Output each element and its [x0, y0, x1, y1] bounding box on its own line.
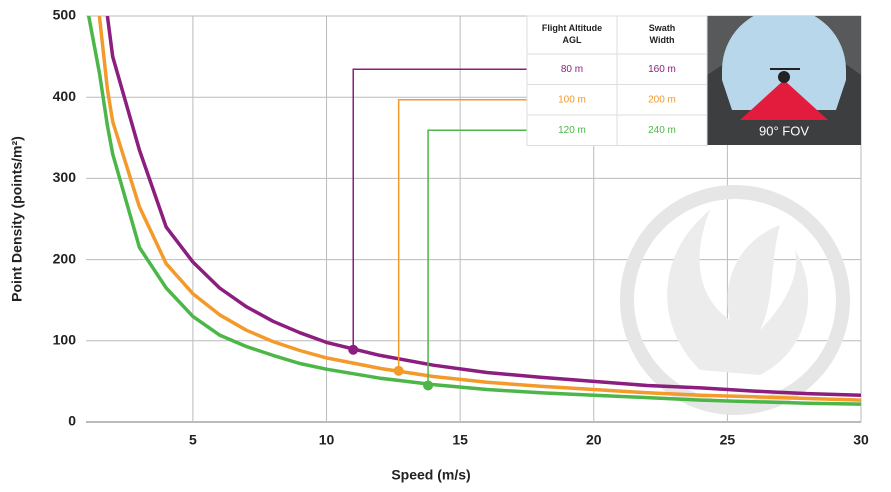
leader-line — [399, 100, 527, 371]
table-cell: 160 m — [648, 64, 676, 75]
y-tick-label: 0 — [68, 413, 76, 429]
marker — [394, 366, 404, 376]
x-tick-label: 20 — [586, 432, 602, 448]
page: {"chart_data": {"type": "line", "xlabel"… — [0, 0, 891, 492]
x-tick-label: 15 — [452, 432, 468, 448]
marker — [348, 345, 358, 355]
x-tick-label: 25 — [720, 432, 736, 448]
x-tick-label: 30 — [853, 432, 869, 448]
table-cell: 200 m — [648, 94, 676, 105]
fov-label: 90° FOV — [759, 123, 809, 138]
leader-line — [428, 130, 527, 385]
x-axis-label: Speed (m/s) — [391, 467, 470, 483]
y-tick-label: 200 — [53, 250, 77, 266]
x-tick-label: 5 — [189, 432, 197, 448]
chart: Flight AltitudeAGLSwathWidth80 m160 m100… — [0, 0, 891, 492]
y-tick-label: 400 — [53, 88, 77, 104]
marker — [423, 380, 433, 390]
watermark — [627, 192, 843, 408]
leader-line — [353, 69, 527, 349]
x-tick-label: 10 — [319, 432, 335, 448]
table-cell: 120 m — [558, 125, 586, 136]
table-cell: 80 m — [561, 64, 583, 75]
table-cell: 240 m — [648, 125, 676, 136]
y-axis-label: Point Density (points/m²) — [9, 136, 25, 302]
y-tick-label: 500 — [53, 7, 77, 23]
y-tick-label: 100 — [53, 332, 77, 348]
table-cell: 100 m — [558, 94, 586, 105]
y-tick-label: 300 — [53, 169, 77, 185]
